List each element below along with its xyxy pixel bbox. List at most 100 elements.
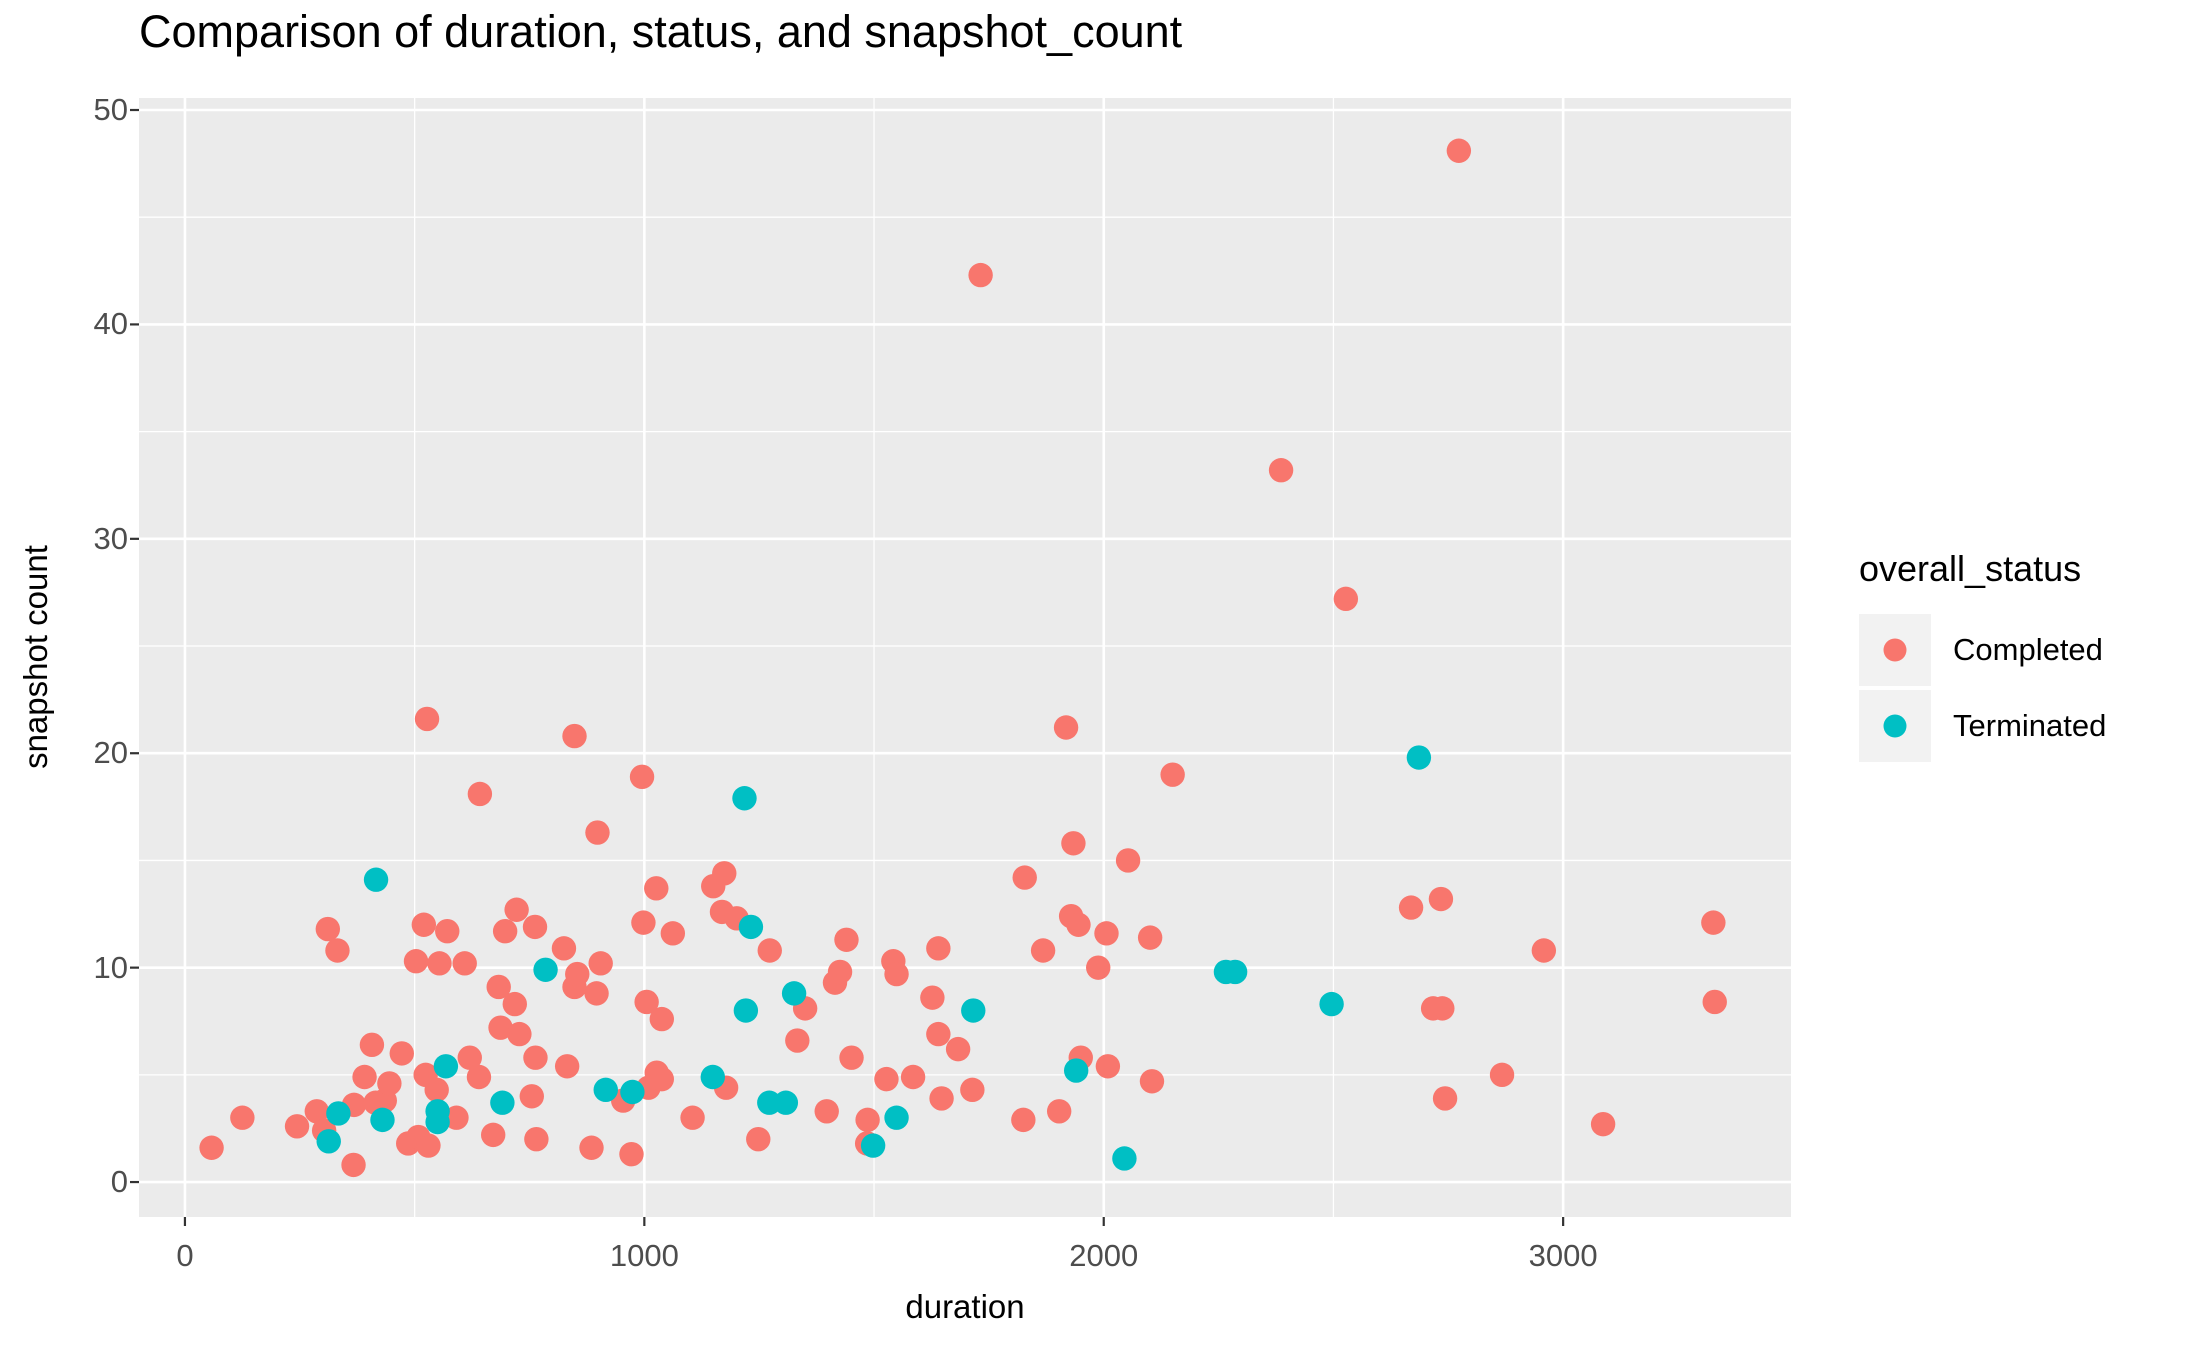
data-point-terminated [533, 957, 558, 982]
data-point-completed [649, 1006, 674, 1032]
data-point-completed [968, 262, 993, 288]
data-point-completed [341, 1152, 366, 1178]
data-point-completed [1430, 996, 1455, 1021]
data-point-completed [1095, 1054, 1121, 1079]
y-tick-label: 0 [110, 1164, 128, 1200]
data-point-completed [424, 1077, 449, 1103]
data-point-completed [1446, 138, 1472, 163]
data-point-completed [1398, 895, 1424, 920]
data-point-terminated [620, 1079, 645, 1105]
data-point-terminated [425, 1099, 450, 1124]
data-point-completed [660, 921, 686, 946]
data-point-completed [1432, 1086, 1458, 1111]
data-point-terminated [1063, 1058, 1089, 1083]
data-point-terminated [316, 1129, 341, 1154]
data-point-terminated [781, 981, 807, 1006]
data-point-terminated [1112, 1146, 1137, 1171]
data-point-completed [814, 1099, 839, 1124]
data-point-completed [1046, 1099, 1072, 1124]
data-point-completed [1012, 865, 1037, 890]
data-point-terminated [1319, 991, 1344, 1017]
x-tick-label: 2000 [1069, 1238, 1139, 1273]
data-point-completed [900, 1064, 926, 1090]
data-point-completed [619, 1141, 644, 1167]
data-point-completed [488, 1015, 513, 1040]
legend-label-terminated: Terminated [1953, 708, 2107, 743]
legend-key-completed [1859, 614, 1931, 686]
legend-title: overall_status [1859, 548, 2082, 589]
data-point-terminated [860, 1133, 886, 1158]
data-point-completed [467, 781, 493, 807]
data-point-terminated [732, 786, 757, 811]
data-point-completed [1590, 1111, 1616, 1137]
data-point-terminated [593, 1077, 618, 1103]
data-point-completed [1030, 938, 1056, 963]
data-point-completed [359, 1032, 385, 1058]
data-point-completed [1333, 586, 1359, 612]
data-point-completed [1066, 912, 1091, 937]
data-point-terminated [961, 998, 986, 1023]
plot-title: Comparison of duration, status, and snap… [139, 6, 1183, 57]
data-point-completed [920, 985, 945, 1010]
data-point-completed [565, 961, 590, 987]
data-point-completed [584, 981, 609, 1006]
data-point-completed [315, 916, 341, 942]
data-point-completed [929, 1086, 954, 1111]
data-point-completed [1702, 989, 1727, 1015]
data-point-completed [524, 1126, 549, 1152]
data-point-completed [926, 936, 951, 961]
data-point-completed [1094, 921, 1119, 946]
data-point-completed [757, 938, 782, 963]
data-point-completed [1531, 938, 1557, 963]
terminated-dot-icon [1883, 714, 1907, 738]
data-point-completed [411, 912, 437, 937]
data-point-completed [435, 918, 460, 944]
data-point-completed [414, 706, 440, 732]
data-point-completed [855, 1107, 880, 1133]
data-point-completed [1701, 910, 1726, 935]
data-point-completed [1160, 762, 1185, 787]
data-point-completed [649, 1066, 674, 1092]
data-point-completed [562, 723, 587, 749]
data-point-completed [230, 1105, 255, 1130]
legend-item-terminated: Terminated [1859, 690, 2106, 762]
data-point-completed [634, 989, 659, 1015]
data-point-completed [1489, 1062, 1515, 1088]
data-point-completed [834, 927, 859, 952]
completed-dot-icon [1883, 638, 1907, 662]
data-point-completed [523, 1045, 548, 1070]
data-point-completed [680, 1105, 705, 1130]
data-point-terminated [363, 867, 389, 892]
x-tick-label: 0 [176, 1238, 194, 1273]
data-point-terminated [1222, 959, 1248, 985]
legend: overall_status Completed Terminated [1859, 548, 2106, 766]
data-point-completed [644, 876, 669, 901]
data-point-completed [1011, 1107, 1036, 1133]
x-tick-label: 3000 [1528, 1238, 1598, 1273]
data-point-completed [1061, 831, 1086, 856]
data-point-completed [492, 918, 518, 944]
y-tick-label: 30 [93, 520, 128, 556]
data-point-completed [588, 951, 613, 976]
data-point-completed [504, 897, 529, 922]
y-tick-label: 10 [93, 949, 128, 985]
data-point-terminated [733, 998, 759, 1023]
data-point-completed [427, 951, 452, 976]
data-point-completed [522, 914, 548, 940]
data-point-completed [502, 991, 527, 1017]
data-point-completed [874, 1066, 899, 1092]
data-point-completed [444, 1105, 469, 1130]
y-tick-label: 20 [93, 735, 128, 771]
y-tick-label: 40 [93, 306, 128, 342]
legend-key-terminated [1859, 690, 1931, 762]
data-point-completed [377, 1071, 402, 1096]
data-point-completed [403, 949, 429, 974]
data-point-completed [466, 1064, 492, 1090]
data-point-completed [416, 1133, 441, 1158]
data-point-completed [352, 1064, 377, 1090]
data-point-terminated [433, 1054, 459, 1079]
data-point-completed [839, 1045, 864, 1070]
data-point-completed [945, 1036, 971, 1062]
